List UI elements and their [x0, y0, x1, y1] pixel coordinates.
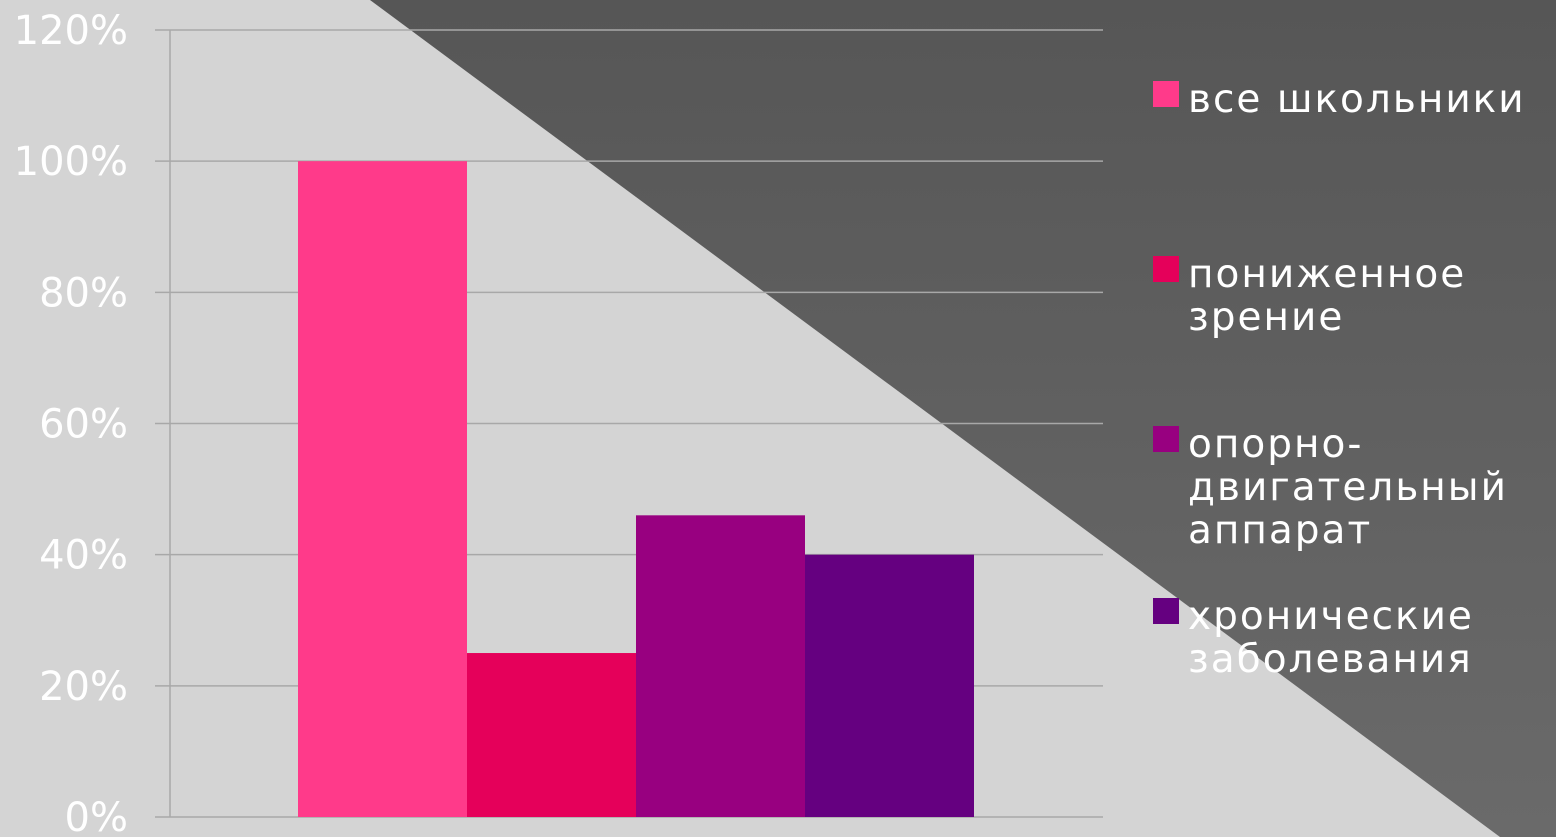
- y-tick-label: 0%: [65, 795, 128, 837]
- legend-swatch-musculoskeletal: [1153, 426, 1179, 452]
- y-tick-label: 40%: [39, 533, 128, 579]
- y-tick-label: 20%: [39, 664, 128, 710]
- legend-label-musculoskeletal: опорно-двигательный аппарат: [1188, 422, 1508, 553]
- legend-swatch-low-vision: [1153, 256, 1179, 282]
- legend-label-chronic-diseases: хронические заболевания: [1188, 594, 1474, 682]
- legend-label-low-vision: пониженное зрение: [1188, 252, 1466, 340]
- y-tick-label: 100%: [14, 139, 128, 185]
- bar-3: [636, 515, 805, 817]
- y-tick-labels: 0% 20% 40% 60% 80% 100% 120%: [14, 8, 128, 837]
- legend-item-musculoskeletal: опорно-двигательный аппарат: [1153, 422, 1508, 553]
- y-tick-label: 60%: [39, 402, 128, 448]
- legend-item-chronic-diseases: хронические заболевания: [1153, 594, 1474, 682]
- legend-item-all-students: все школьники: [1153, 77, 1526, 122]
- y-tick-label: 120%: [14, 8, 128, 54]
- bar-2: [467, 653, 636, 817]
- legend-swatch-chronic-diseases: [1153, 598, 1179, 624]
- bar-1: [298, 161, 467, 817]
- legend-swatch-all-students: [1153, 81, 1179, 107]
- bar-4: [805, 554, 974, 817]
- bars: [298, 161, 974, 817]
- legend: все школьники пониженное зрение опорно-дв…: [1153, 77, 1526, 682]
- legend-label-all-students: все школьники: [1188, 77, 1526, 122]
- background-dark-triangle: [370, 0, 1556, 837]
- y-tick-label: 80%: [39, 270, 128, 316]
- legend-item-low-vision: пониженное зрение: [1153, 252, 1466, 340]
